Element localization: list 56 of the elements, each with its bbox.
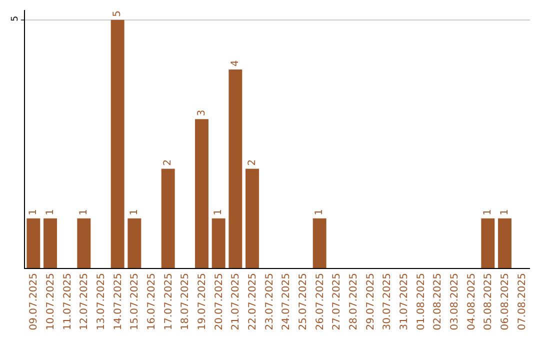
x-tick-label: 03.08.2025 <box>450 273 460 330</box>
bar <box>246 168 259 268</box>
bar <box>481 218 495 268</box>
bar <box>44 218 57 268</box>
data-label: 1 <box>78 209 90 216</box>
x-tick-label: 02.08.2025 <box>432 273 444 330</box>
x-tick-label: 29.07.2025 <box>365 273 376 330</box>
data-label: 1 <box>314 209 326 216</box>
x-tick-label: 17.07.2025 <box>163 273 174 330</box>
x-tick-label: 27.07.2025 <box>332 273 343 330</box>
data-label: 2 <box>246 159 258 166</box>
x-tick-label: 06.08.2025 <box>500 273 511 330</box>
data-label: 1 <box>499 209 510 216</box>
x-tick-label: 15.07.2025 <box>130 273 141 330</box>
x-tick-label: 16.07.2025 <box>146 273 158 330</box>
x-tick-label: 26.07.2025 <box>314 273 326 330</box>
data-label: 3 <box>196 110 208 116</box>
x-tick-label: 30.07.2025 <box>382 273 394 330</box>
x-tick-label: 31.07.2025 <box>399 273 410 330</box>
x-tick-label: 20.07.2025 <box>214 273 225 330</box>
data-label: 5 <box>112 10 124 17</box>
x-tick-label: 13.07.2025 <box>96 273 107 330</box>
x-tick-label: 24.07.2025 <box>281 273 292 330</box>
bar <box>161 168 175 268</box>
data-label: 1 <box>213 209 224 216</box>
x-tick-label: 12.07.2025 <box>79 273 90 330</box>
x-tick-label: 18.07.2025 <box>180 273 192 330</box>
data-label: 1 <box>482 209 494 216</box>
x-tick-label: 23.07.2025 <box>264 273 276 330</box>
x-tick-label: 10.07.2025 <box>46 273 56 330</box>
bar <box>195 119 208 268</box>
x-tick-label: 25.07.2025 <box>298 273 309 330</box>
x-tick-label: 28.07.2025 <box>348 273 360 330</box>
x-tick-label: 11.07.2025 <box>62 273 74 330</box>
x-tick-label: 21.07.2025 <box>230 273 242 330</box>
x-tick-label: 01.08.2025 <box>416 273 427 330</box>
bar <box>128 218 142 268</box>
x-tick-label: 05.08.2025 <box>483 273 494 330</box>
x-tick-label: 09.07.2025 <box>28 273 40 330</box>
bar <box>110 20 124 268</box>
data-label: 1 <box>28 209 39 216</box>
x-tick-label: 14.07.2025 <box>112 273 124 330</box>
data-label: 4 <box>230 60 241 67</box>
data-label: 1 <box>128 209 140 216</box>
data-label: 1 <box>44 209 56 216</box>
x-tick-label: 04.08.2025 <box>466 273 478 330</box>
x-tick-label: 19.07.2025 <box>197 273 208 330</box>
bar <box>228 70 242 268</box>
data-label: 2 <box>162 159 174 166</box>
x-tick-label: 22.07.2025 <box>248 273 258 330</box>
bar <box>312 218 326 268</box>
bar <box>77 218 91 268</box>
bar <box>26 218 40 268</box>
bar <box>212 218 226 268</box>
bar <box>498 218 512 268</box>
x-tick-label: 07.08.2025 <box>516 273 528 330</box>
